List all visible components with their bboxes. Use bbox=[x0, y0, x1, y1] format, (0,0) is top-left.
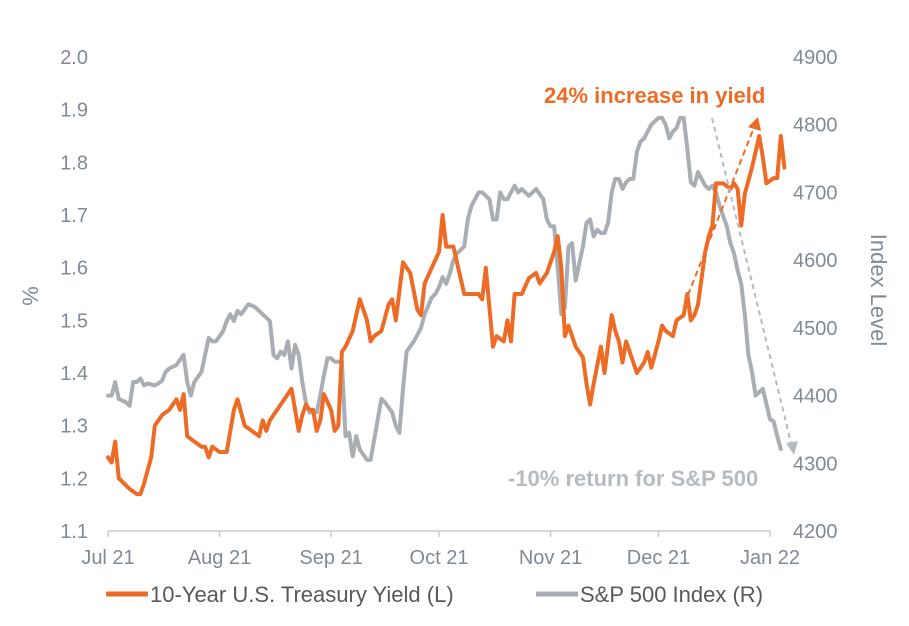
x-tick-label: Sep 21 bbox=[299, 547, 362, 569]
legend-label-sp500: S&P 500 Index (R) bbox=[580, 582, 763, 607]
right-y-tick-label: 4900 bbox=[793, 47, 838, 69]
x-tick-label: Oct 21 bbox=[410, 547, 469, 569]
right-y-tick-label: 4600 bbox=[793, 250, 838, 272]
right-y-tick-label: 4200 bbox=[793, 521, 838, 543]
annotation-arrows bbox=[687, 117, 798, 455]
x-tick-label: Nov 21 bbox=[519, 547, 582, 569]
left-y-tick-label: 1.9 bbox=[60, 100, 88, 122]
right-y-tick-label: 4500 bbox=[793, 318, 838, 340]
x-tick-label: Dec 21 bbox=[627, 547, 690, 569]
right-y-tick-label: 4300 bbox=[793, 453, 838, 475]
sp500-arrowhead bbox=[786, 441, 798, 455]
right-y-tick-label: 4400 bbox=[793, 386, 838, 408]
right-y-axis-title: Index Level bbox=[866, 234, 891, 347]
left-y-tick-label: 1.8 bbox=[60, 152, 88, 174]
left-y-tick-label: 1.3 bbox=[60, 416, 88, 438]
right-y-tick-label: 4800 bbox=[793, 115, 838, 137]
x-tick-label: Jan 22 bbox=[740, 547, 800, 569]
yield-arrowhead bbox=[748, 117, 761, 131]
series-line-treasury-yield bbox=[106, 134, 787, 497]
left-y-axis-title: % bbox=[18, 286, 43, 306]
legend-label-yield: 10-Year U.S. Treasury Yield (L) bbox=[150, 582, 454, 607]
left-y-tick-label: 1.4 bbox=[60, 363, 88, 385]
left-y-tick-label: 1.1 bbox=[60, 521, 88, 543]
sp500-decline-arrow bbox=[711, 117, 793, 448]
series-line-sp500 bbox=[106, 115, 783, 462]
series-layer bbox=[106, 115, 787, 497]
yield-increase-arrow bbox=[687, 124, 756, 296]
annotation-sp500: -10% return for S&P 500 bbox=[508, 466, 758, 491]
left-y-axis: 1.1 1.2 1.3 1.4 1.5 1.6 1.7 1.8 1.9 2.0 bbox=[60, 47, 88, 543]
legend: 10-Year U.S. Treasury Yield (L) S&P 500 … bbox=[106, 582, 763, 607]
x-tick-label: Jul 21 bbox=[81, 547, 134, 569]
left-y-tick-label: 1.7 bbox=[60, 205, 88, 227]
left-y-tick-label: 2.0 bbox=[60, 47, 88, 69]
right-y-axis: 4200 4300 4400 4500 4600 4700 4800 4900 bbox=[793, 47, 838, 543]
left-y-tick-label: 1.5 bbox=[60, 310, 88, 332]
annotation-yield: 24% increase in yield bbox=[544, 83, 765, 108]
left-y-tick-label: 1.2 bbox=[60, 468, 88, 490]
x-tick-label: Aug 21 bbox=[188, 547, 251, 569]
left-y-tick-label: 1.6 bbox=[60, 258, 88, 280]
right-y-tick-label: 4700 bbox=[793, 182, 838, 204]
x-axis: Jul 21 Aug 21 Sep 21 Oct 21 Nov 21 Dec 21 Jan … bbox=[81, 530, 800, 569]
